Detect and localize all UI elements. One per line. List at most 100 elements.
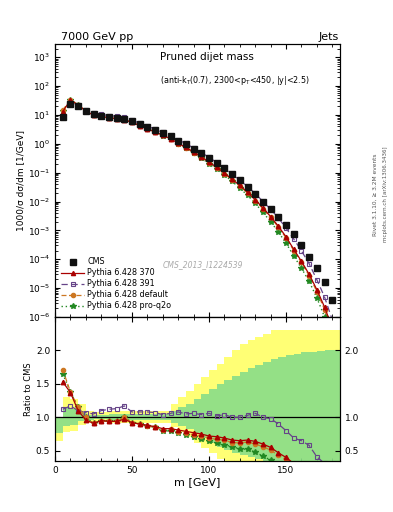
Pythia 6.428 default <box>83 108 88 114</box>
Pythia 6.428 370 <box>214 164 219 170</box>
Pythia 6.428 pro-q2o <box>253 200 257 206</box>
Pythia 6.428 391 <box>276 215 281 221</box>
Pythia 6.428 370 <box>76 102 81 108</box>
Pythia 6.428 370 <box>122 117 127 123</box>
CMS <box>230 171 235 177</box>
Pythia 6.428 pro-q2o <box>245 192 250 198</box>
Pythia 6.428 391 <box>153 126 158 132</box>
Pythia 6.428 default <box>230 177 235 183</box>
Pythia 6.428 default <box>330 329 334 335</box>
Pythia 6.428 370 <box>284 233 288 240</box>
CMS <box>122 116 127 122</box>
CMS <box>253 191 257 197</box>
Pythia 6.428 370 <box>138 122 142 129</box>
Text: Rivet 3.1.10, ≥ 3.2M events: Rivet 3.1.10, ≥ 3.2M events <box>373 153 378 236</box>
Pythia 6.428 pro-q2o <box>83 108 88 114</box>
Pythia 6.428 391 <box>322 294 327 300</box>
Legend: CMS, Pythia 6.428 370, Pythia 6.428 391, Pythia 6.428 default, Pythia 6.428 pro-: CMS, Pythia 6.428 370, Pythia 6.428 391,… <box>59 255 174 313</box>
CMS <box>314 265 319 271</box>
Pythia 6.428 391 <box>176 137 181 143</box>
Pythia 6.428 default <box>299 259 304 265</box>
Pythia 6.428 391 <box>107 113 111 119</box>
Pythia 6.428 pro-q2o <box>322 314 327 320</box>
CMS <box>68 101 73 107</box>
Pythia 6.428 pro-q2o <box>68 97 73 103</box>
Pythia 6.428 370 <box>307 271 312 278</box>
Pythia 6.428 pro-q2o <box>184 145 188 152</box>
Pythia 6.428 pro-q2o <box>153 129 158 135</box>
Pythia 6.428 default <box>107 115 111 121</box>
CMS <box>91 111 96 117</box>
Pythia 6.428 pro-q2o <box>222 172 227 178</box>
Pythia 6.428 370 <box>153 129 158 135</box>
Pythia 6.428 default <box>284 235 288 241</box>
Pythia 6.428 391 <box>245 183 250 189</box>
CMS <box>61 114 65 120</box>
Pythia 6.428 391 <box>145 123 150 129</box>
Pythia 6.428 default <box>314 288 319 294</box>
CMS <box>276 214 281 220</box>
Pythia 6.428 391 <box>261 199 265 205</box>
Pythia 6.428 391 <box>114 113 119 119</box>
CMS <box>207 155 211 161</box>
Pythia 6.428 default <box>322 307 327 313</box>
Pythia 6.428 370 <box>184 144 188 151</box>
Pythia 6.428 391 <box>330 316 334 323</box>
CMS <box>261 199 265 205</box>
CMS <box>107 114 111 120</box>
Pythia 6.428 pro-q2o <box>291 253 296 259</box>
Pythia 6.428 370 <box>160 132 165 138</box>
Pythia 6.428 391 <box>91 110 96 116</box>
CMS <box>237 177 242 183</box>
Line: Pythia 6.428 default: Pythia 6.428 default <box>61 98 334 334</box>
Pythia 6.428 default <box>207 160 211 166</box>
CMS <box>176 137 181 143</box>
CMS <box>168 134 173 140</box>
CMS <box>153 127 158 133</box>
Pythia 6.428 370 <box>191 149 196 155</box>
Pythia 6.428 default <box>253 198 257 204</box>
Pythia 6.428 default <box>122 116 127 122</box>
Pythia 6.428 pro-q2o <box>107 115 111 121</box>
Pythia 6.428 391 <box>253 190 257 197</box>
Pythia 6.428 391 <box>230 171 235 177</box>
Pythia 6.428 default <box>99 113 104 119</box>
Pythia 6.428 pro-q2o <box>330 335 334 342</box>
Text: CMS_2013_I1224539: CMS_2013_I1224539 <box>163 261 243 269</box>
CMS <box>284 222 288 228</box>
Pythia 6.428 391 <box>222 165 227 171</box>
Line: Pythia 6.428 pro-q2o: Pythia 6.428 pro-q2o <box>60 97 335 341</box>
CMS <box>99 113 104 119</box>
Pythia 6.428 pro-q2o <box>276 229 281 235</box>
CMS <box>214 160 219 166</box>
CMS <box>268 206 273 212</box>
Pythia 6.428 391 <box>130 117 134 123</box>
Pythia 6.428 pro-q2o <box>160 133 165 139</box>
Pythia 6.428 pro-q2o <box>138 122 142 129</box>
Line: Pythia 6.428 370: Pythia 6.428 370 <box>61 98 334 330</box>
Pythia 6.428 370 <box>99 113 104 119</box>
CMS <box>199 150 204 156</box>
Pythia 6.428 pro-q2o <box>99 113 104 119</box>
Pythia 6.428 pro-q2o <box>91 112 96 118</box>
Text: 7000 GeV pp: 7000 GeV pp <box>61 32 133 42</box>
Pythia 6.428 default <box>291 247 296 253</box>
Pythia 6.428 pro-q2o <box>237 185 242 191</box>
CMS <box>291 231 296 238</box>
Pythia 6.428 pro-q2o <box>122 116 127 122</box>
CMS <box>114 115 119 121</box>
CMS <box>322 279 327 285</box>
Pythia 6.428 pro-q2o <box>114 116 119 122</box>
Pythia 6.428 pro-q2o <box>314 295 319 301</box>
Pythia 6.428 default <box>160 133 165 139</box>
Pythia 6.428 default <box>76 101 81 108</box>
Pythia 6.428 391 <box>184 141 188 147</box>
Pythia 6.428 391 <box>237 177 242 183</box>
Pythia 6.428 default <box>214 165 219 171</box>
Pythia 6.428 pro-q2o <box>130 119 134 125</box>
Pythia 6.428 391 <box>168 133 173 139</box>
Pythia 6.428 default <box>261 206 265 212</box>
Pythia 6.428 pro-q2o <box>191 150 196 156</box>
Pythia 6.428 default <box>276 224 281 230</box>
CMS <box>222 165 227 172</box>
